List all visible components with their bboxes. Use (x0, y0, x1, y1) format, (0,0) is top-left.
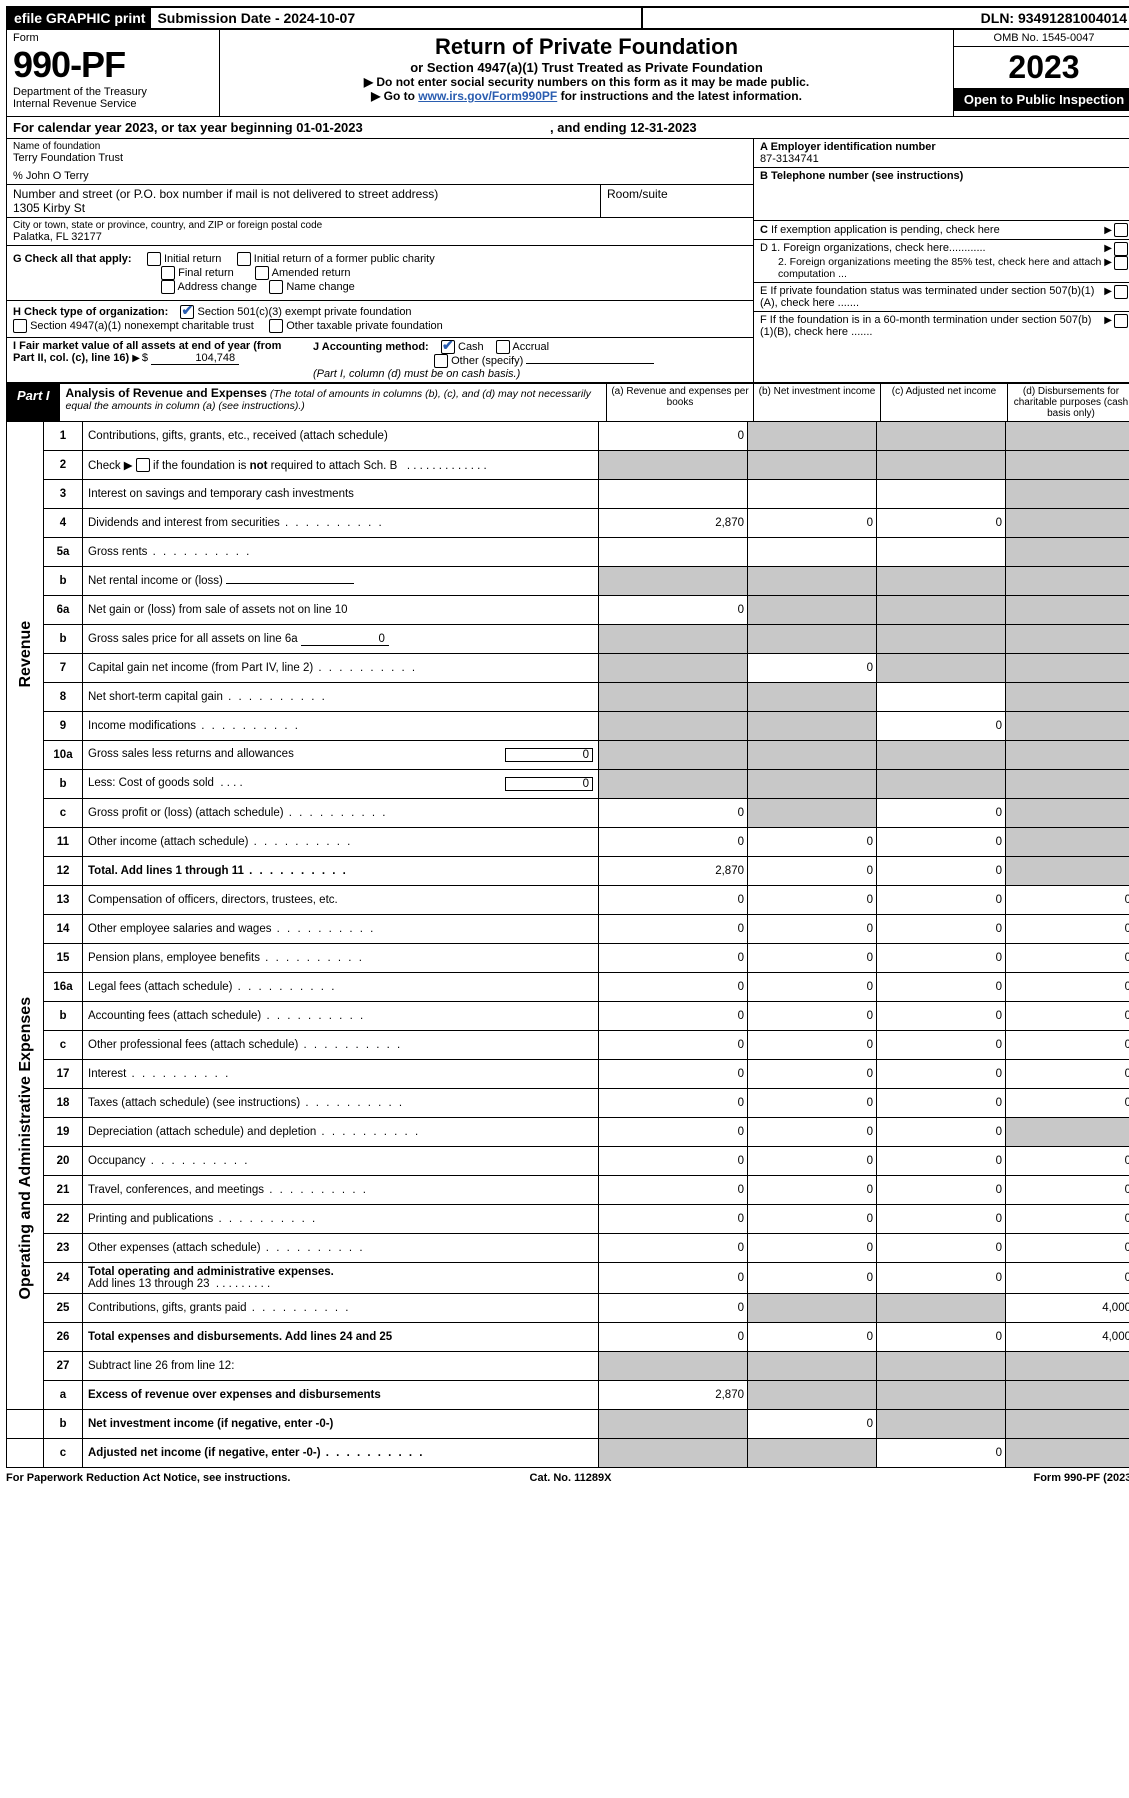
entity-block: Name of foundation Terry Foundation Trus… (6, 139, 1129, 383)
calendar-row: For calendar year 2023, or tax year begi… (6, 116, 1129, 139)
dln-label: DLN: 93491281004014 (643, 8, 1129, 28)
fmv-value: 104,748 (151, 352, 239, 365)
ein-label: A Employer identification number (760, 141, 936, 153)
chk-other-taxable[interactable] (269, 319, 283, 333)
footer-right: Form 990-PF (2023) (759, 1472, 1129, 1484)
chk-initial-former[interactable] (237, 252, 251, 266)
form-word: Form (13, 32, 213, 44)
page-footer: For Paperwork Reduction Act Notice, see … (6, 1468, 1129, 1484)
chk-4947[interactable] (13, 319, 27, 333)
form-subtitle: or Section 4947(a)(1) Trust Treated as P… (230, 60, 943, 75)
form-note2: ▶ Go to www.irs.gov/Form990PF for instru… (230, 89, 943, 103)
chk-final[interactable] (161, 266, 175, 280)
topbar: efile GRAPHIC print Submission Date - 20… (6, 6, 1129, 30)
col-d-head: (d) Disbursements for charitable purpose… (1007, 384, 1129, 421)
part1-header: Part I Analysis of Revenue and Expenses … (6, 383, 1129, 422)
care-of: % John O Terry (13, 170, 747, 182)
dept-line2: Internal Revenue Service (13, 98, 213, 110)
chk-cash[interactable] (441, 340, 455, 354)
chk-e[interactable] (1114, 285, 1128, 299)
chk-address[interactable] (161, 280, 175, 294)
col-c-head: (c) Adjusted net income (880, 384, 1007, 421)
form-number: 990-PF (13, 44, 213, 86)
col-a-head: (a) Revenue and expenses per books (606, 384, 753, 421)
end-date: 12-31-2023 (630, 120, 697, 135)
open-inspection: Open to Public Inspection (954, 88, 1129, 111)
i-label: I Fair market value of all assets at end… (13, 340, 281, 364)
chk-amended[interactable] (255, 266, 269, 280)
chk-namechg[interactable] (269, 280, 283, 294)
footer-center: Cat. No. 11289X (382, 1472, 758, 1484)
ein-value: 87-3134741 (760, 153, 819, 165)
form-note1: ▶ Do not enter social security numbers o… (230, 75, 943, 89)
omb-number: OMB No. 1545-0047 (954, 30, 1129, 47)
chk-other-method[interactable] (434, 354, 448, 368)
chk-d2[interactable] (1114, 256, 1128, 270)
chk-schB[interactable] (136, 458, 150, 472)
part1-table: Revenue 1 Contributions, gifts, grants, … (6, 422, 1129, 1468)
city-state-zip: Palatka, FL 32177 (13, 231, 747, 243)
revenue-side: Revenue (9, 422, 43, 886)
chk-501c3[interactable] (180, 305, 194, 319)
chk-f[interactable] (1114, 314, 1128, 328)
dept-line1: Department of the Treasury (13, 86, 213, 98)
begin-date: 01-01-2023 (296, 120, 363, 135)
part1-tag: Part I (7, 384, 60, 421)
h-label: H Check type of organization: (13, 306, 168, 318)
expenses-side: Operating and Administrative Expenses (9, 886, 43, 1410)
chk-initial[interactable] (147, 252, 161, 266)
chk-d1[interactable] (1114, 242, 1128, 256)
footer-left: For Paperwork Reduction Act Notice, see … (6, 1472, 382, 1484)
form-title: Return of Private Foundation (230, 34, 943, 60)
phone-label: B Telephone number (see instructions) (760, 170, 963, 182)
g-label: G Check all that apply: (13, 253, 132, 265)
submission-date: Submission Date - 2024-10-07 (151, 8, 643, 28)
chk-c[interactable] (1114, 223, 1128, 237)
tax-year: 2023 (954, 47, 1129, 88)
form-header: Form 990-PF Department of the Treasury I… (6, 30, 1129, 116)
form-link[interactable]: www.irs.gov/Form990PF (418, 89, 557, 103)
foundation-name: Terry Foundation Trust (13, 152, 747, 164)
j-note: (Part I, column (d) must be on cash basi… (313, 368, 520, 380)
efile-label: efile GRAPHIC print (8, 8, 151, 28)
chk-accrual[interactable] (496, 340, 510, 354)
j-label: J Accounting method: (313, 341, 429, 353)
col-b-head: (b) Net investment income (753, 384, 880, 421)
street-address: 1305 Kirby St (13, 201, 594, 215)
